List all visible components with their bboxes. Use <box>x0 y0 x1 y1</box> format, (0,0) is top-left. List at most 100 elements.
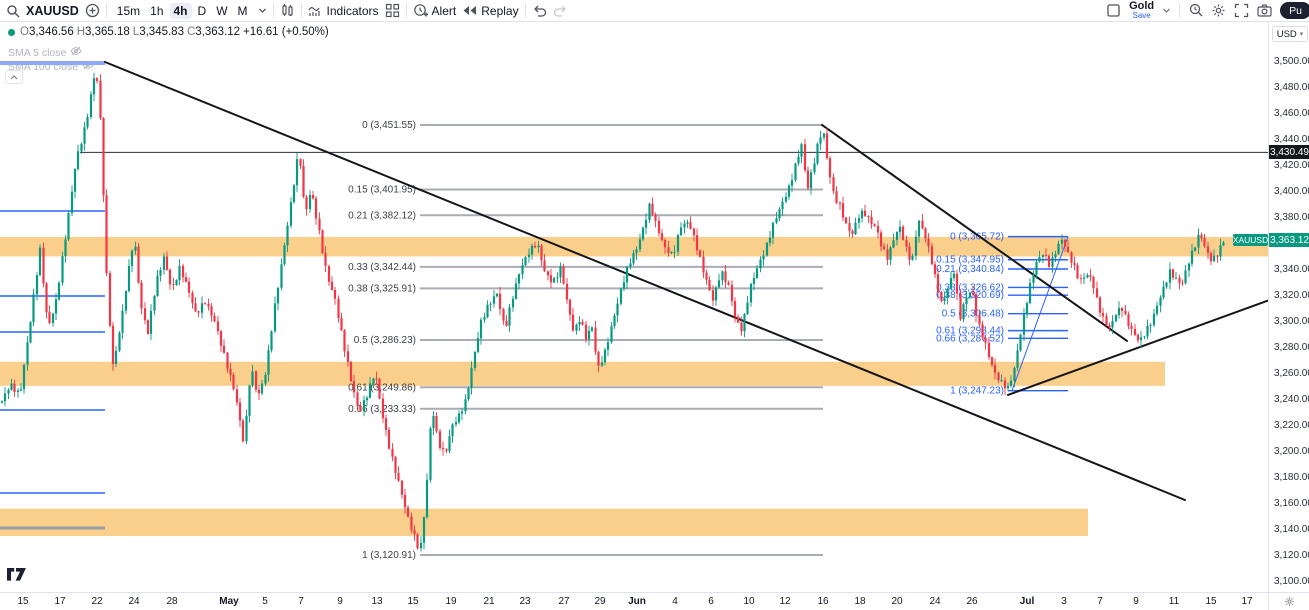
timeframe-15m[interactable]: 15m <box>116 3 141 18</box>
layout-grid-icon[interactable] <box>385 3 400 18</box>
price-tick: 3,400.00 <box>1274 186 1309 198</box>
price-axis[interactable]: USD ▾ 3,430.49 3,363.12 3,500.00 3,480.00… <box>1268 22 1309 592</box>
time-tick: 15 <box>407 596 419 607</box>
top-toolbar: XAUUSD 15m 1h 4h D W M Indicators Alert Repla… <box>0 0 1309 22</box>
price-tick: 3,200.00 <box>1274 446 1309 458</box>
fib-level-label: 0.15 (3,347.95) <box>936 255 1004 266</box>
tradingview-logo[interactable] <box>7 568 29 588</box>
supply-demand-zone[interactable] <box>0 361 1165 386</box>
time-tick: 24 <box>128 596 140 607</box>
time-tick: 15 <box>1205 596 1217 607</box>
symbol-name[interactable]: XAUUSD <box>26 3 79 18</box>
high-value: 3,365.18 <box>85 26 130 38</box>
time-axis[interactable]: 15 17 22 24 28 May 5 7 9 13 15 19 21 23 27 29 Jun 4 6 10 12 1… <box>0 592 1268 610</box>
publish-button[interactable]: Pu <box>1280 2 1309 19</box>
redo-icon[interactable] <box>553 5 568 17</box>
trendline[interactable] <box>1007 299 1268 396</box>
symbol-legend[interactable]: O3,346.56 H3,365.18 L3,345.83 C3,363.12 +16.… <box>8 26 332 38</box>
time-tick: 21 <box>483 596 495 607</box>
fib-level-label: 0.61 (3,249.86) <box>348 382 416 393</box>
indicators-button[interactable]: Indicators <box>308 3 379 18</box>
price-tick: 3,420.00 <box>1274 160 1309 172</box>
settings-gear-icon[interactable] <box>1211 3 1226 18</box>
toolbar-separator <box>1179 3 1181 18</box>
price-tick: 3,180.00 <box>1274 472 1309 484</box>
candlestick-chart[interactable]: 0 (3,451.55) 0.15 (3,401.95) 0.21 (3,382.1… <box>0 22 1268 592</box>
price-tick: 3,120.00 <box>1274 550 1309 562</box>
price-tick: 3,480.00 <box>1274 82 1309 93</box>
toolbar-separator <box>272 3 274 18</box>
indicator-row-sma5[interactable]: SMA 5 close <box>8 46 83 59</box>
fib-level-label: 0.21 (3,340.84) <box>936 264 1004 275</box>
candle-style-icon[interactable] <box>280 3 295 18</box>
undo-icon[interactable] <box>532 5 547 17</box>
trendline[interactable] <box>104 61 1186 502</box>
fib-retracement-2[interactable]: 0 (3,365.72) 0.15 (3,347.95)0.21 (3,340.8… <box>936 232 1068 397</box>
time-tick: 9 <box>337 596 343 607</box>
time-tick: Jul <box>1019 596 1035 607</box>
fib-level-label: 0.21 (3,382.12) <box>348 210 416 221</box>
time-tick: 4 <box>672 596 678 607</box>
fib-level-label: 0.5 (3,306.48) <box>942 309 1004 320</box>
price-tick: 3,380.00 <box>1274 212 1309 224</box>
time-tick: 20 <box>891 596 903 607</box>
layout-name-button[interactable]: Gold Save <box>1129 0 1154 20</box>
change-value: +16.61 (+0.50%) <box>243 26 329 38</box>
toolbar-right-group: Gold Save Pu <box>1106 0 1309 20</box>
timeframe-group: 15m 1h 4h D W M <box>113 2 252 19</box>
chart-pane[interactable]: O3,346.56 H3,365.18 L3,345.83 C3,363.12 +16.… <box>0 22 1268 592</box>
hline-price-label: 3,430.49 <box>1269 145 1309 160</box>
screenshot-camera-icon[interactable] <box>1257 4 1272 17</box>
replay-button[interactable]: Replay <box>462 4 519 18</box>
fib-level-label: 0.33 (3,342.44) <box>348 262 416 273</box>
add-symbol-icon[interactable] <box>85 3 100 18</box>
price-tick: 3,500.00 <box>1274 56 1309 67</box>
fib-level-label: 0.33 (3,326.62) <box>936 282 1004 293</box>
fib-level-label: 1 (3,120.91) <box>362 550 416 561</box>
currency-selector[interactable]: USD ▾ <box>1272 26 1308 42</box>
timeframe-1h[interactable]: 1h <box>150 3 164 18</box>
fib-level-label: 0 (3,365.72) <box>950 232 1004 243</box>
quick-search-icon[interactable] <box>1188 3 1203 18</box>
timeframe-W[interactable]: W <box>216 3 228 18</box>
toolbar-separator <box>105 3 107 18</box>
layout-select-icon[interactable] <box>1106 3 1121 18</box>
legend-collapse-button[interactable] <box>5 70 23 84</box>
price-tick: 3,320.00 <box>1274 290 1309 302</box>
time-tick: 7 <box>1097 596 1103 607</box>
fib-anchor-line[interactable] <box>1011 236 1069 391</box>
fullscreen-icon[interactable] <box>1234 3 1249 18</box>
search-icon[interactable] <box>6 4 20 18</box>
timeframe-4h[interactable]: 4h <box>169 2 192 19</box>
timeframe-M[interactable]: M <box>237 3 248 18</box>
time-tick: 18 <box>854 596 866 607</box>
fib-level-label: 1 (3,247.23) <box>950 386 1004 397</box>
supply-demand-zone[interactable] <box>0 236 1268 257</box>
last-price-label: 3,363.12 <box>1269 233 1309 247</box>
time-tick: 24 <box>929 596 941 607</box>
time-tick: 17 <box>1241 596 1253 607</box>
fib-level-label: 0 (3,451.55) <box>362 120 416 131</box>
open-label: O <box>20 26 29 38</box>
time-tick: 22 <box>91 596 103 607</box>
close-label: C <box>186 26 196 38</box>
timeframe-chevron-down-icon[interactable] <box>258 6 267 15</box>
layout-save-link[interactable]: Save <box>1132 10 1151 20</box>
low-label: L <box>132 26 140 38</box>
price-tick: 3,220.00 <box>1274 420 1309 432</box>
fib-level-label: 0.38 (3,325.91) <box>348 283 416 294</box>
axis-settings-corner[interactable] <box>1268 592 1309 610</box>
fib-retracement-1[interactable]: 0 (3,451.55) 0.15 (3,401.95) 0.21 (3,382.1… <box>348 120 823 561</box>
toolbar-separator <box>405 3 407 18</box>
layout-chevron-down-icon[interactable] <box>1162 6 1171 15</box>
timeframe-D[interactable]: D <box>197 3 207 18</box>
price-tick: 3,460.00 <box>1274 108 1309 120</box>
eye-hidden-icon[interactable] <box>70 46 83 59</box>
alert-button[interactable]: Alert <box>413 3 456 18</box>
time-tick: 13 <box>371 596 383 607</box>
time-tick: 19 <box>445 596 457 607</box>
trendline[interactable] <box>821 123 1128 342</box>
supply-demand-zone[interactable] <box>0 508 1088 537</box>
time-tick: 26 <box>966 596 978 607</box>
